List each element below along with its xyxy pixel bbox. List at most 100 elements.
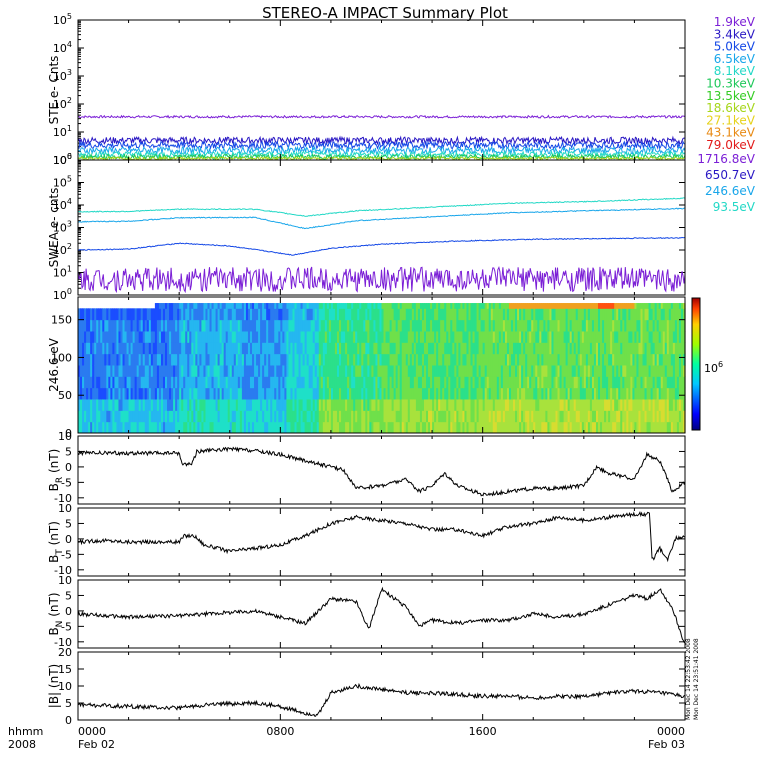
heatmap-cell (140, 319, 144, 332)
heatmap-cell (650, 308, 654, 321)
heatmap-cell (472, 353, 476, 366)
heatmap-cell (417, 342, 421, 355)
heatmap-cell (411, 308, 415, 321)
heatmap-cell (597, 353, 601, 366)
heatmap-cell (272, 342, 275, 355)
heatmap-cell (310, 319, 314, 332)
heatmap-cell (247, 303, 251, 309)
heatmap-cell (286, 319, 290, 332)
heatmap-cell (466, 308, 470, 321)
heatmap-cell (294, 303, 298, 309)
heatmap-cell (508, 342, 512, 355)
heatmap-cell (132, 319, 136, 332)
heatmap-cell (537, 387, 540, 400)
heatmap-cell (108, 410, 111, 423)
heatmap-cell (191, 376, 194, 389)
heatmap-cell (573, 387, 577, 400)
heatmap-cell (262, 353, 265, 366)
heatmap-cell (96, 308, 99, 321)
heatmap-cell (517, 387, 520, 400)
heatmap-cell (446, 319, 449, 332)
heatmap-cell (260, 376, 263, 389)
heatmap-cell (270, 365, 273, 377)
heatmap-cell (389, 365, 393, 377)
heatmap-cell (88, 387, 91, 400)
ylabel-text-bn: B (47, 627, 61, 635)
heatmap-cell (215, 353, 219, 366)
heatmap-cell (136, 376, 140, 389)
heatmap-cell (632, 399, 636, 411)
heatmap-cell (680, 399, 684, 411)
heatmap-cell (448, 353, 451, 366)
heatmap-cell (559, 387, 563, 400)
heatmap-cell (211, 387, 215, 400)
heatmap-cell (480, 319, 484, 332)
heatmap-cell (195, 365, 198, 377)
heatmap-cell (343, 410, 346, 423)
heatmap-cell (488, 376, 492, 389)
heatmap-cell (120, 319, 124, 332)
heatmap-cell (177, 399, 180, 411)
ytick-base: 10 (53, 14, 67, 27)
heatmap-cell (252, 399, 255, 411)
heatmap-cell (486, 410, 490, 423)
heatmap-cell (266, 319, 269, 332)
heatmap-cell (575, 410, 579, 423)
heatmap-cell (126, 308, 130, 321)
heatmap-cell (666, 421, 670, 434)
heatmap-cell (389, 387, 393, 400)
heatmap-cell (383, 353, 387, 366)
ylabel-bn: BN (nT) (47, 592, 65, 635)
heatmap-cell (527, 342, 530, 355)
heatmap-cell (581, 342, 585, 355)
heatmap-cell (549, 410, 553, 423)
heatmap-cell (191, 399, 194, 411)
heatmap-cell (551, 365, 555, 377)
heatmap-cell (219, 421, 223, 434)
heatmap-cell (339, 331, 342, 343)
heatmap-cell (193, 353, 196, 366)
ylabel-text-swea: SWEA e- cnts (47, 188, 61, 268)
ytick-label-swea-4: 104 (53, 197, 72, 212)
heatmap-cell (517, 365, 520, 377)
heatmap-cell (191, 387, 194, 400)
heatmap-cell (508, 303, 512, 309)
heatmap-cell (146, 365, 150, 377)
heatmap-cell (638, 308, 642, 321)
heatmap-cell (262, 387, 265, 400)
heatmap-cell (347, 376, 350, 389)
heatmap-cell (367, 399, 370, 411)
heatmap-cell (620, 365, 623, 377)
ytick-label-bn--10: -10 (54, 636, 72, 649)
heatmap-cell (363, 421, 366, 434)
heatmap-cell (231, 421, 235, 434)
heatmap-cell (474, 410, 478, 423)
heatmap-cell (648, 376, 652, 389)
heatmap-cell (476, 303, 480, 309)
heatmap-cell (345, 399, 348, 411)
heatmap-cell (395, 399, 399, 411)
heatmap-cell (658, 387, 662, 400)
heatmap-cell (411, 421, 415, 434)
heatmap-cell (195, 399, 198, 411)
heatmap-cell (181, 308, 184, 321)
ytick-label-bmag-0: 0 (65, 714, 72, 727)
heatmap-cell (209, 331, 213, 343)
heatmap-cell (359, 353, 362, 366)
heatmap-cell (310, 421, 314, 434)
heatmap-cell (369, 421, 372, 434)
heatmap-cell (332, 365, 336, 377)
heatmap-cell (223, 353, 227, 366)
heatmap-cell (245, 399, 249, 411)
heatmap-cell (300, 319, 304, 332)
heatmap-cell (239, 365, 243, 377)
heatmap-cell (577, 353, 581, 366)
heatmap-cell (618, 303, 621, 309)
heatmap-cell (628, 331, 631, 343)
heatmap-cell (102, 387, 105, 400)
heatmap-cell (527, 399, 530, 411)
heatmap-cell (312, 308, 316, 321)
heatmap-cell (298, 365, 302, 377)
heatmap-cell (468, 421, 472, 434)
heatmap-cell (434, 331, 437, 343)
